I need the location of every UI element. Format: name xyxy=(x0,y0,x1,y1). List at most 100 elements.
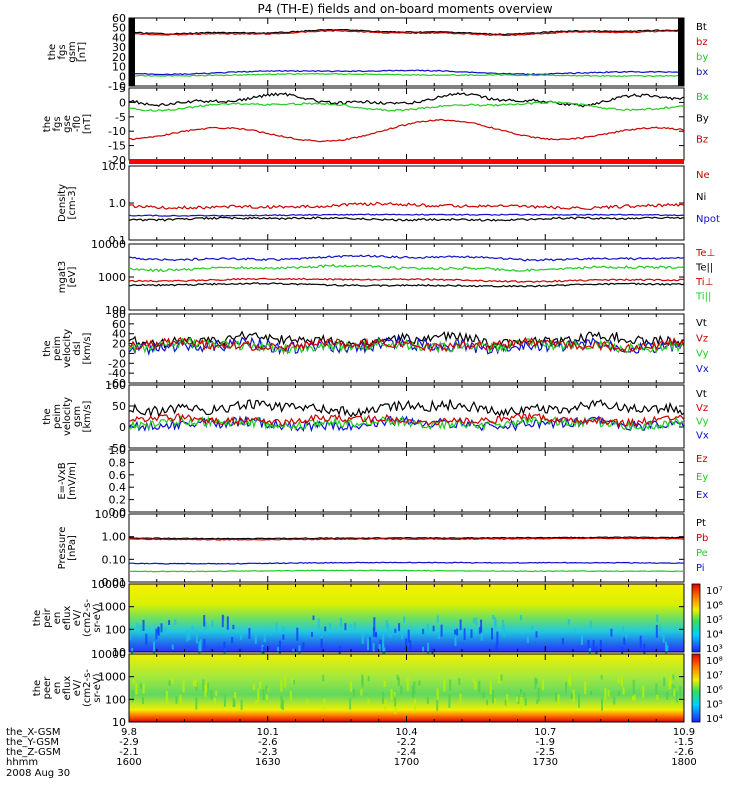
orbit-row-label: the_Z-GSM xyxy=(6,747,61,758)
spectrogram-speckle xyxy=(164,626,167,633)
legend-entry: Te|| xyxy=(695,263,713,274)
panel-8: 10.00 1.00 0.10 0.01 Pressure[nPa] Pt Pb Pe Pi xyxy=(57,508,708,589)
spectrogram-speckle xyxy=(632,679,635,694)
legend-entry: Ne xyxy=(696,170,710,181)
legend-entry: Te⊥ xyxy=(695,248,715,259)
y-axis-label: thepeerenefluxeV/(cm2-s-sr-eV) xyxy=(32,669,103,707)
legend-entry: Vy xyxy=(696,349,709,360)
spectrogram-speckle xyxy=(262,646,265,654)
spectrogram-speckle xyxy=(536,699,539,704)
y-axis-label-line: dsl xyxy=(72,341,83,355)
spectrogram-speckle xyxy=(503,624,506,637)
spectrogram-speckle xyxy=(437,633,440,640)
orbit-value: 9.8 xyxy=(121,727,137,738)
spectrogram-speckle xyxy=(174,619,177,625)
spectrogram-speckle xyxy=(387,623,389,635)
legend-entry: Npot xyxy=(696,214,720,225)
series-Vt xyxy=(129,399,685,418)
panel-8-traces xyxy=(128,536,685,573)
y-tick-label: 0.4 xyxy=(109,481,127,494)
spectrogram-speckle xyxy=(349,681,352,692)
y-tick-label: -10 xyxy=(108,80,126,93)
y-tick-label: 0 xyxy=(119,70,126,83)
spectrogram-speckle xyxy=(600,675,603,680)
series-Vz xyxy=(128,412,685,428)
spectrogram-speckle xyxy=(467,627,470,633)
panel-5-traces xyxy=(128,330,685,357)
spectrogram-speckle xyxy=(361,633,364,644)
spectrogram-speckle xyxy=(662,635,665,643)
orbit-axis: the_X-GSMthe_Y-GSMthe_Z-GSMhhmm9.8-2.9-2… xyxy=(6,727,697,768)
legend-entry: Vy xyxy=(696,417,709,428)
y-tick-label: 40 xyxy=(112,31,126,44)
spectrogram-speckle xyxy=(456,628,459,636)
panel-9: 10⁷ 10⁶ 10⁵ 10⁴ 10³ 10000 1000 100 10 thepeirenef… xyxy=(32,578,723,661)
orbit-value: 1700 xyxy=(394,757,419,768)
spectrogram-speckle xyxy=(398,623,401,632)
spectrogram-speckle xyxy=(320,636,323,641)
spectrogram-speckle xyxy=(458,678,461,685)
spectrogram-speckle xyxy=(675,692,678,703)
spectrogram-speckle xyxy=(259,681,262,689)
spectrogram-speckle xyxy=(557,694,560,706)
legend-entry: Vz xyxy=(696,403,708,414)
y-axis-label-line: fgs xyxy=(57,44,68,59)
y-tick-label: 0 xyxy=(119,347,126,360)
spectrogram-speckle xyxy=(367,676,370,682)
y-tick-label: 10000 xyxy=(91,648,126,661)
spectrogram-speckle xyxy=(422,628,425,635)
y-axis-label: thepeimvelocitydsl[km/s] xyxy=(42,329,93,368)
spectrogram-speckle xyxy=(289,691,292,701)
spectrogram-speckle xyxy=(504,699,507,706)
y-tick-label: 10000 xyxy=(91,238,126,251)
spectrogram-speckle xyxy=(535,678,538,685)
spectrogram-speckle xyxy=(195,682,198,692)
legend-entry: Vx xyxy=(696,430,709,441)
spectrogram-speckle xyxy=(131,690,134,702)
data-gap-bar xyxy=(129,18,135,86)
y-tick-label: 100 xyxy=(105,304,126,317)
y-axis-label-line: mgat3 xyxy=(57,261,68,294)
series-Vz xyxy=(128,336,685,354)
y-tick-label: 0.10 xyxy=(102,553,127,566)
spectrogram-speckle xyxy=(643,643,646,656)
spectrogram-speckle xyxy=(625,633,628,639)
spectrogram-speckle xyxy=(671,701,674,708)
y-tick-label: 0.01 xyxy=(102,576,127,589)
spectrogram-speckle xyxy=(584,681,587,695)
orbit-value: -1.9 xyxy=(535,737,555,748)
y-tick-label: -15 xyxy=(108,140,126,153)
spectrogram-speckle xyxy=(496,631,499,645)
spectrogram-speckle xyxy=(405,638,408,651)
spectrogram-speckle xyxy=(427,642,430,656)
y-tick-label: -50 xyxy=(108,442,126,455)
y-axis-label-line: gse xyxy=(62,115,73,133)
spectrogram-speckle xyxy=(231,637,234,644)
spectrogram-speckle xyxy=(491,627,493,640)
spectrogram-speckle xyxy=(206,682,209,693)
spectrogram-speckle xyxy=(232,624,235,630)
spectrogram-speckle xyxy=(613,696,616,705)
spectrogram-speckle xyxy=(666,691,669,700)
legend-entry: by xyxy=(696,52,708,63)
panel-frame xyxy=(128,165,685,241)
spectrogram-speckle xyxy=(175,696,178,704)
spectrogram-speckle xyxy=(412,685,414,698)
spectrogram-speckle xyxy=(322,674,325,682)
y-tick-label: 60 xyxy=(112,12,126,25)
spectrogram-speckle xyxy=(340,617,342,627)
panel-6-traces xyxy=(128,399,685,433)
spectrogram-speckle xyxy=(382,644,385,655)
spectrogram-speckle xyxy=(655,624,658,638)
y-axis-label: thepeimvelocitygsm[km/s] xyxy=(42,397,93,436)
spectrogram-speckle xyxy=(312,615,315,621)
orbit-value: -2.3 xyxy=(258,747,278,758)
spectrogram-speckle xyxy=(520,697,523,711)
y-tick-label: 1.0 xyxy=(109,444,127,457)
y-tick-label: 0.8 xyxy=(109,456,127,469)
panel-frame xyxy=(128,449,685,513)
spectrogram-speckle xyxy=(565,682,568,693)
legend-entry: Vz xyxy=(696,333,708,344)
